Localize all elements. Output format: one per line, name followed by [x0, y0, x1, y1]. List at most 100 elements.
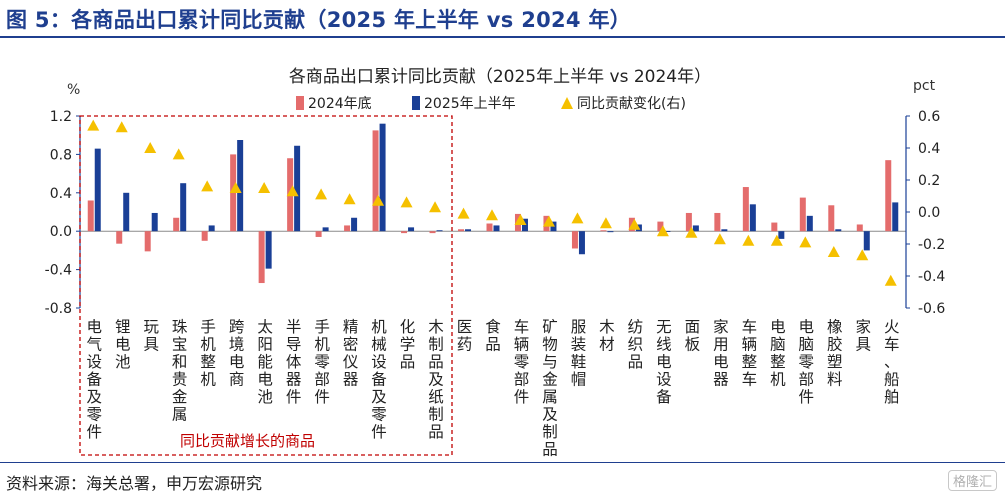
bar-2025h1: [863, 231, 870, 251]
legend: 2024年底 2025年上半年 同比贡献变化(右): [296, 96, 686, 112]
bar-2025h1: [578, 231, 585, 255]
chart-title: 各商品出口累计同比贡献（2025年上半年 vs 2024年）: [289, 67, 711, 87]
category-label: 机械设备及零件: [371, 318, 387, 441]
bar-2025h1: [664, 231, 671, 232]
category-label: 电脑零部件: [799, 318, 815, 406]
bar-2025h1: [408, 227, 415, 232]
bar-2024: [486, 223, 493, 232]
bar-2025h1: [436, 230, 443, 232]
bar-2024: [571, 231, 578, 249]
category-label: 面板: [685, 318, 701, 354]
y-left-unit: %: [67, 82, 80, 98]
growth-highlight-box: [79, 115, 453, 456]
change-marker: [400, 196, 413, 208]
y-left-tick-label: 0.8: [50, 147, 72, 163]
change-marker: [144, 142, 157, 153]
y-right-unit: pct: [913, 78, 936, 94]
change-marker: [514, 214, 527, 225]
category-label: 手机零部件: [314, 318, 330, 406]
bar-2024: [856, 224, 863, 232]
category-label: 纺织品: [628, 318, 644, 371]
change-marker: [343, 193, 356, 205]
bar-2025h1: [892, 202, 899, 232]
legend-swatch-2025: [412, 96, 420, 110]
category-label: 珠宝和贵金属: [172, 318, 188, 424]
footer-divider: [0, 462, 1005, 463]
bar-2025h1: [351, 217, 358, 232]
bar-2025h1: [294, 145, 301, 232]
bar-2025h1: [94, 148, 101, 232]
change-marker: [571, 212, 584, 224]
legend-swatch-2024: [296, 96, 304, 110]
category-label: 化学品: [400, 318, 416, 371]
change-marker: [799, 236, 812, 248]
y-right-tick-label: -0.6: [918, 301, 945, 317]
growth-annotation: 同比贡献增长的商品: [180, 432, 315, 450]
bar-2025h1: [379, 123, 386, 232]
bar-2024: [258, 231, 265, 284]
change-marker: [258, 182, 271, 193]
bar-2025h1: [692, 225, 699, 232]
category-label: 玩具: [143, 318, 159, 354]
y-right-tick-label: 0.2: [918, 173, 940, 189]
y-left-tick-label: 1.2: [50, 109, 72, 125]
category-label: 木制品及纸制品: [428, 318, 444, 441]
category-label: 电气设备及零件: [86, 318, 102, 441]
bar-2024: [401, 231, 408, 234]
change-marker: [713, 233, 726, 245]
bar-2024: [344, 225, 351, 232]
y-left-tick-label: 0.0: [50, 224, 72, 240]
bar-2025h1: [835, 229, 842, 232]
bar-2024: [657, 221, 664, 232]
bar-2024: [600, 230, 607, 232]
bar-2024: [885, 160, 892, 232]
change-marker: [542, 215, 555, 227]
bar-2024: [685, 212, 692, 232]
y-right-tick-label: 0.4: [918, 141, 940, 157]
category-label: 火车、船舶: [884, 318, 900, 406]
bar-2024: [828, 205, 835, 232]
change-marker: [770, 234, 783, 246]
legend-label-2025: 2025年上半年: [424, 96, 516, 112]
change-marker: [372, 194, 385, 206]
category-label: 无线电设备: [656, 318, 672, 406]
category-label: 电脑整机: [770, 318, 786, 389]
y-right-tick-label: -0.4: [918, 269, 945, 285]
change-marker: [286, 185, 299, 197]
change-marker: [115, 121, 128, 133]
category-label: 太阳能电池: [257, 318, 273, 406]
bar-2024: [372, 130, 379, 232]
bar-2025h1: [208, 225, 215, 232]
change-marker: [827, 246, 840, 257]
category-label: 家用电器: [713, 318, 729, 389]
source-note: 资料来源：海关总署，申万宏源研究: [6, 474, 263, 493]
y-left-tick-label: -0.8: [45, 301, 72, 317]
category-label: 食品: [485, 318, 501, 354]
y-right-tick-label: 0.6: [918, 109, 940, 125]
figure-title: 图 5：各商品出口累计同比贡献（2025 年上半年 vs 2024 年）: [6, 8, 632, 32]
change-marker: [628, 218, 641, 230]
bar-2025h1: [151, 212, 158, 232]
change-marker: [457, 207, 470, 219]
y-left-tick-label: 0.4: [50, 186, 72, 202]
y-left-tick-label: -0.4: [45, 263, 72, 279]
bar-2024: [714, 212, 721, 232]
change-marker: [486, 209, 498, 221]
bar-2024: [771, 222, 778, 232]
category-label: 家具: [856, 318, 872, 354]
bar-2024: [742, 187, 749, 232]
category-label: 医药: [457, 318, 473, 354]
bar-2024: [144, 231, 151, 252]
y-right-tick-label: -0.2: [918, 237, 945, 253]
change-marker: [315, 188, 328, 200]
change-marker: [742, 234, 755, 246]
bar-2025h1: [265, 231, 272, 269]
category-label: 半导体器件: [286, 318, 302, 406]
change-marker: [429, 201, 442, 213]
category-label: 锂电池: [115, 318, 131, 371]
bar-2025h1: [778, 231, 785, 239]
bar-2024: [429, 231, 436, 234]
category-label: 跨境电商: [229, 318, 245, 389]
category-label: 木材: [599, 318, 615, 354]
category-label: 精密仪器: [343, 318, 359, 389]
